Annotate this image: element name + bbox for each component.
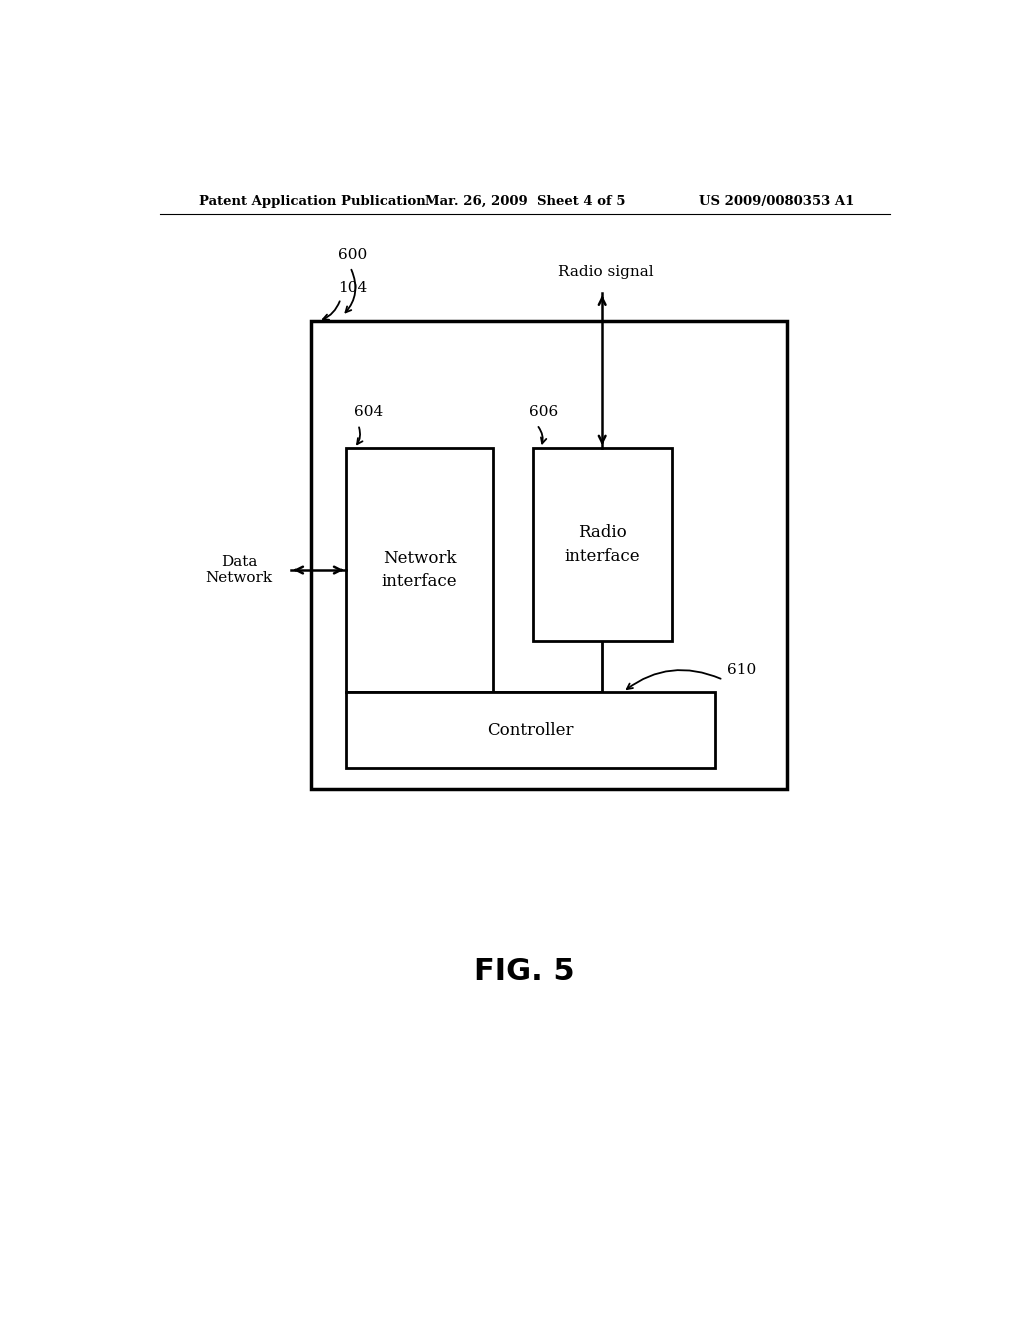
Text: 104: 104 [338,281,368,296]
Text: Radio
interface: Radio interface [564,524,640,565]
Text: Mar. 26, 2009  Sheet 4 of 5: Mar. 26, 2009 Sheet 4 of 5 [425,194,625,207]
Text: 606: 606 [528,405,558,420]
Text: Data
Network: Data Network [206,554,272,585]
Bar [310,321,786,788]
Text: 610: 610 [727,663,757,677]
Text: Patent Application Publication: Patent Application Publication [200,194,426,207]
Text: 600: 600 [338,248,368,261]
Text: Controller: Controller [487,722,574,739]
Text: Radio signal: Radio signal [558,265,654,280]
Text: FIG. 5: FIG. 5 [474,957,575,986]
Bar [346,692,715,768]
Text: Network
interface: Network interface [382,550,458,590]
Bar [346,447,494,692]
Bar [532,447,672,642]
Text: US 2009/0080353 A1: US 2009/0080353 A1 [698,194,854,207]
Text: 604: 604 [354,405,383,420]
